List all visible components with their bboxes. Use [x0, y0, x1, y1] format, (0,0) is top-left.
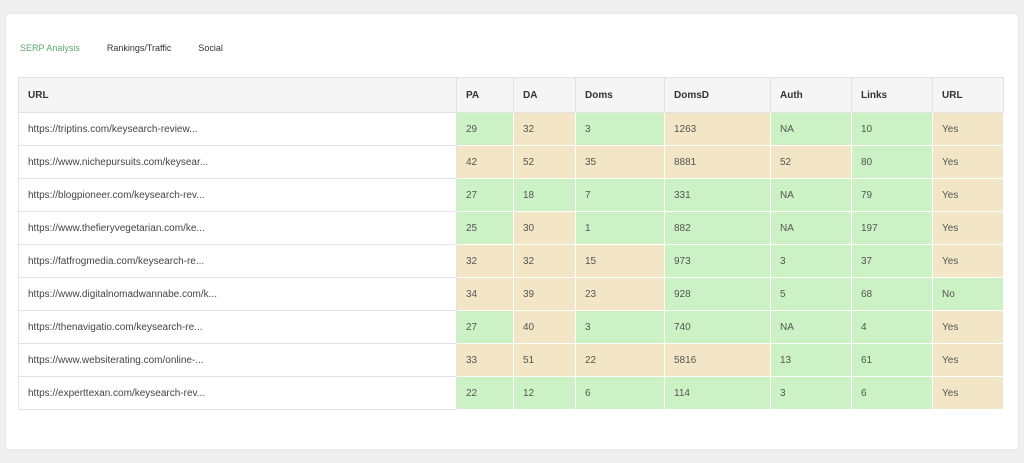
table-row: https://blogpioneer.com/keysearch-rev...…: [18, 178, 1004, 212]
cell-url-flag: No: [932, 277, 1004, 311]
cell-url-link[interactable]: https://fatfrogmedia.com/keysearch-re...: [18, 244, 457, 278]
cell-doms: 15: [575, 244, 665, 278]
cell-pa: 25: [456, 211, 514, 245]
cell-links: 6: [851, 376, 933, 410]
cell-domsd: 8881: [664, 145, 771, 179]
tab-rankings-traffic[interactable]: Rankings/Traffic: [106, 43, 172, 53]
cell-auth: 13: [770, 343, 852, 377]
cell-da: 39: [513, 277, 576, 311]
cell-domsd: 740: [664, 310, 771, 344]
cell-doms: 23: [575, 277, 665, 311]
cell-doms: 3: [575, 310, 665, 344]
cell-pa: 22: [456, 376, 514, 410]
cell-da: 51: [513, 343, 576, 377]
column-header-url[interactable]: URL: [18, 77, 457, 113]
cell-domsd: 114: [664, 376, 771, 410]
cell-links: 10: [851, 112, 933, 146]
table-row: https://thenavigatio.com/keysearch-re...…: [18, 310, 1004, 344]
cell-doms: 7: [575, 178, 665, 212]
cell-domsd: 882: [664, 211, 771, 245]
cell-pa: 29: [456, 112, 514, 146]
cell-links: 80: [851, 145, 933, 179]
cell-da: 32: [513, 244, 576, 278]
column-header-links[interactable]: Links: [851, 77, 933, 113]
column-header-domsd[interactable]: DomsD: [664, 77, 771, 113]
cell-auth: 5: [770, 277, 852, 311]
cell-auth: 52: [770, 145, 852, 179]
cell-doms: 3: [575, 112, 665, 146]
tab-serp-analysis[interactable]: SERP Analysis: [20, 43, 80, 53]
analysis-tabs: SERP Analysis Rankings/Traffic Social: [20, 43, 250, 57]
cell-url-flag: Yes: [932, 310, 1004, 344]
serp-table: URL PA DA Doms DomsD Auth Links URL http…: [18, 77, 1004, 410]
cell-doms: 1: [575, 211, 665, 245]
table-row: https://www.nichepursuits.com/keysear...…: [18, 145, 1004, 179]
table-row: https://www.websiterating.com/online-...…: [18, 343, 1004, 377]
cell-pa: 27: [456, 310, 514, 344]
column-header-auth[interactable]: Auth: [770, 77, 852, 113]
cell-domsd: 5816: [664, 343, 771, 377]
cell-links: 61: [851, 343, 933, 377]
cell-url-link[interactable]: https://www.websiterating.com/online-...: [18, 343, 457, 377]
cell-da: 12: [513, 376, 576, 410]
cell-pa: 33: [456, 343, 514, 377]
cell-url-link[interactable]: https://triptins.com/keysearch-review...: [18, 112, 457, 146]
cell-auth: 3: [770, 244, 852, 278]
cell-pa: 42: [456, 145, 514, 179]
cell-url-flag: Yes: [932, 376, 1004, 410]
cell-domsd: 1263: [664, 112, 771, 146]
table-row: https://fatfrogmedia.com/keysearch-re...…: [18, 244, 1004, 278]
column-header-url-flag[interactable]: URL: [932, 77, 1004, 113]
column-header-doms[interactable]: Doms: [575, 77, 665, 113]
cell-auth: NA: [770, 310, 852, 344]
cell-domsd: 928: [664, 277, 771, 311]
cell-auth: NA: [770, 178, 852, 212]
cell-domsd: 331: [664, 178, 771, 212]
cell-url-flag: Yes: [932, 343, 1004, 377]
cell-doms: 6: [575, 376, 665, 410]
cell-pa: 27: [456, 178, 514, 212]
cell-da: 52: [513, 145, 576, 179]
cell-links: 4: [851, 310, 933, 344]
cell-url-flag: Yes: [932, 244, 1004, 278]
cell-auth: 3: [770, 376, 852, 410]
cell-url-flag: Yes: [932, 178, 1004, 212]
cell-pa: 34: [456, 277, 514, 311]
column-header-pa[interactable]: PA: [456, 77, 514, 113]
column-header-da[interactable]: DA: [513, 77, 576, 113]
table-row: https://www.thefieryvegetarian.com/ke...…: [18, 211, 1004, 245]
cell-url-flag: Yes: [932, 145, 1004, 179]
cell-url-link[interactable]: https://blogpioneer.com/keysearch-rev...: [18, 178, 457, 212]
cell-links: 68: [851, 277, 933, 311]
cell-url-link[interactable]: https://experttexan.com/keysearch-rev...: [18, 376, 457, 410]
cell-auth: NA: [770, 211, 852, 245]
cell-domsd: 973: [664, 244, 771, 278]
cell-links: 79: [851, 178, 933, 212]
table-header-row: URL PA DA Doms DomsD Auth Links URL: [18, 77, 1004, 113]
cell-links: 197: [851, 211, 933, 245]
cell-url-link[interactable]: https://www.digitalnomadwannabe.com/k...: [18, 277, 457, 311]
cell-url-link[interactable]: https://www.thefieryvegetarian.com/ke...: [18, 211, 457, 245]
cell-pa: 32: [456, 244, 514, 278]
cell-auth: NA: [770, 112, 852, 146]
table-row: https://www.digitalnomadwannabe.com/k...…: [18, 277, 1004, 311]
cell-da: 32: [513, 112, 576, 146]
cell-da: 40: [513, 310, 576, 344]
cell-url-link[interactable]: https://www.nichepursuits.com/keysear...: [18, 145, 457, 179]
cell-da: 18: [513, 178, 576, 212]
tab-social[interactable]: Social: [198, 43, 223, 53]
cell-links: 37: [851, 244, 933, 278]
cell-url-flag: Yes: [932, 112, 1004, 146]
cell-url-link[interactable]: https://thenavigatio.com/keysearch-re...: [18, 310, 457, 344]
cell-da: 30: [513, 211, 576, 245]
cell-doms: 22: [575, 343, 665, 377]
table-row: https://experttexan.com/keysearch-rev...…: [18, 376, 1004, 410]
cell-doms: 35: [575, 145, 665, 179]
cell-url-flag: Yes: [932, 211, 1004, 245]
table-row: https://triptins.com/keysearch-review...…: [18, 112, 1004, 146]
